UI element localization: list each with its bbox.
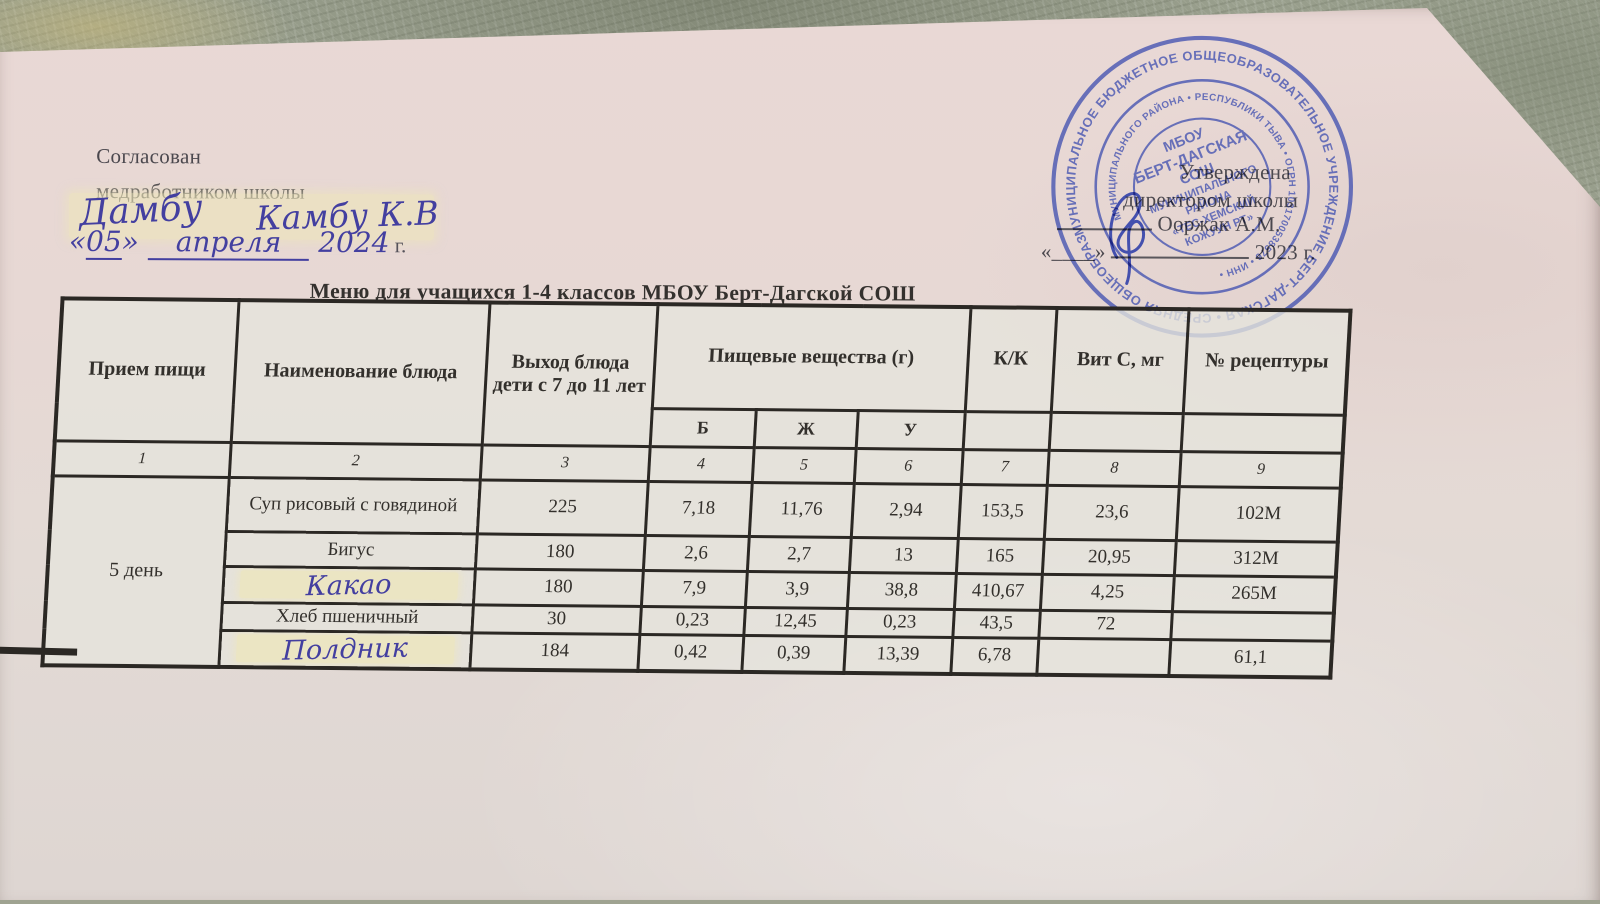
handwritten-dish: Какао: [305, 568, 393, 602]
subheader-empty-vitc: [1048, 411, 1184, 452]
subheader-protein: Б: [649, 408, 757, 448]
cell-protein: 7,9: [640, 569, 748, 607]
cell-day: 5 день: [42, 475, 230, 667]
cell-dish-handwritten: Какао: [222, 565, 476, 605]
cell-protein: 0,42: [637, 633, 744, 672]
cell-vitc: 20,95: [1042, 538, 1177, 576]
header-row: Прием пищи Наименование блюда Выход блюд…: [54, 298, 1351, 447]
cell-vitc: 72: [1038, 609, 1173, 640]
cell-carbs: 13,39: [843, 635, 953, 674]
header-portion: Выход блюда дети с 7 до 11 лет: [482, 302, 658, 447]
cell-recipe: 265М: [1172, 575, 1336, 613]
cell-vitc: 23,6: [1044, 484, 1180, 541]
header-dish: Наименование блюда: [231, 300, 491, 445]
cell-protein: 7,18: [644, 481, 753, 537]
cell-carbs: 38,8: [847, 571, 956, 609]
cell-vitc: 4,25: [1040, 573, 1175, 612]
cell-protein: 0,23: [639, 605, 746, 635]
table-border-tail: [0, 646, 78, 656]
date-year: 2024: [318, 225, 390, 260]
cell-vitc: [1036, 637, 1172, 676]
subheader-fat: Ж: [754, 409, 858, 449]
agreed-date-handwriting: «05» апреля 2024 г.: [68, 224, 407, 261]
cell-fat: 0,39: [741, 634, 846, 673]
colnum-1: 1: [52, 440, 232, 478]
colnum-9: 9: [1179, 451, 1343, 488]
subheader-carbs: У: [855, 410, 965, 450]
cell-protein: 2,6: [642, 535, 750, 571]
agreed-label: Согласован: [96, 143, 202, 169]
header-nutrients: Пищевые вещества (г): [651, 304, 971, 412]
director-signature-scribble: [1109, 192, 1146, 285]
menu-table: Прием пищи Наименование блюда Выход блюд…: [40, 296, 1353, 680]
cell-dish-handwritten: Полдник: [218, 629, 472, 669]
cell-kk: 6,78: [950, 636, 1039, 675]
colnum-4: 4: [647, 446, 755, 483]
cell-recipe: [1171, 611, 1334, 641]
date-month: апреля: [147, 225, 310, 261]
cell-recipe: 102М: [1176, 486, 1341, 542]
cell-carbs: 13: [849, 536, 958, 573]
colnum-5: 5: [752, 447, 856, 484]
colnum-6: 6: [853, 448, 963, 485]
subheader-empty-kk: [962, 411, 1052, 450]
cell-fat: 2,7: [747, 536, 851, 572]
cell-kk: 165: [955, 538, 1045, 574]
cell-fat: 3,9: [745, 570, 850, 608]
cell-out: 30: [471, 604, 641, 634]
date-year-suffix: г.: [389, 233, 407, 258]
cell-fat: 12,45: [743, 606, 848, 636]
cell-kk: 43,5: [952, 608, 1041, 638]
cell-carbs: 0,23: [845, 607, 954, 637]
colnum-3: 3: [480, 444, 650, 482]
school-round-stamp: МУНИЦИПАЛЬНОЕ БЮДЖЕТНОЕ ОБЩЕОБРАЗОВАТЕЛЬ…: [1046, 31, 1357, 342]
cell-kk: 410,67: [953, 572, 1043, 610]
cell-dish: Хлеб пшеничный: [220, 601, 474, 633]
header-recipe: № рецептуры: [1183, 309, 1351, 415]
date-day: 05: [85, 224, 122, 261]
cell-kk: 153,5: [957, 484, 1048, 539]
colnum-7: 7: [960, 449, 1049, 485]
header-vitc: Вит С, мг: [1051, 307, 1190, 414]
cell-carbs: 2,94: [850, 483, 961, 539]
cell-out: 180: [475, 533, 645, 570]
date-close-quote: »: [121, 225, 139, 259]
subheader-empty-recipe: [1181, 413, 1345, 453]
cell-fat: 11,76: [749, 482, 854, 537]
cell-out: 180: [473, 568, 643, 606]
cell-recipe: 312М: [1174, 540, 1338, 577]
colnum-2: 2: [229, 442, 483, 480]
cell-recipe: 61,1: [1169, 639, 1333, 678]
cell-dish: Суп рисовый с говядиной: [226, 477, 481, 534]
cell-dish: Бигус: [224, 530, 478, 569]
date-open-quote: «: [68, 224, 87, 258]
colnum-8: 8: [1047, 449, 1182, 487]
header-meal: Прием пищи: [54, 298, 240, 443]
cell-out: 225: [477, 479, 648, 536]
header-kk: К/К: [964, 307, 1057, 412]
cell-out: 184: [469, 632, 640, 671]
handwritten-dish: Полдник: [282, 632, 409, 667]
